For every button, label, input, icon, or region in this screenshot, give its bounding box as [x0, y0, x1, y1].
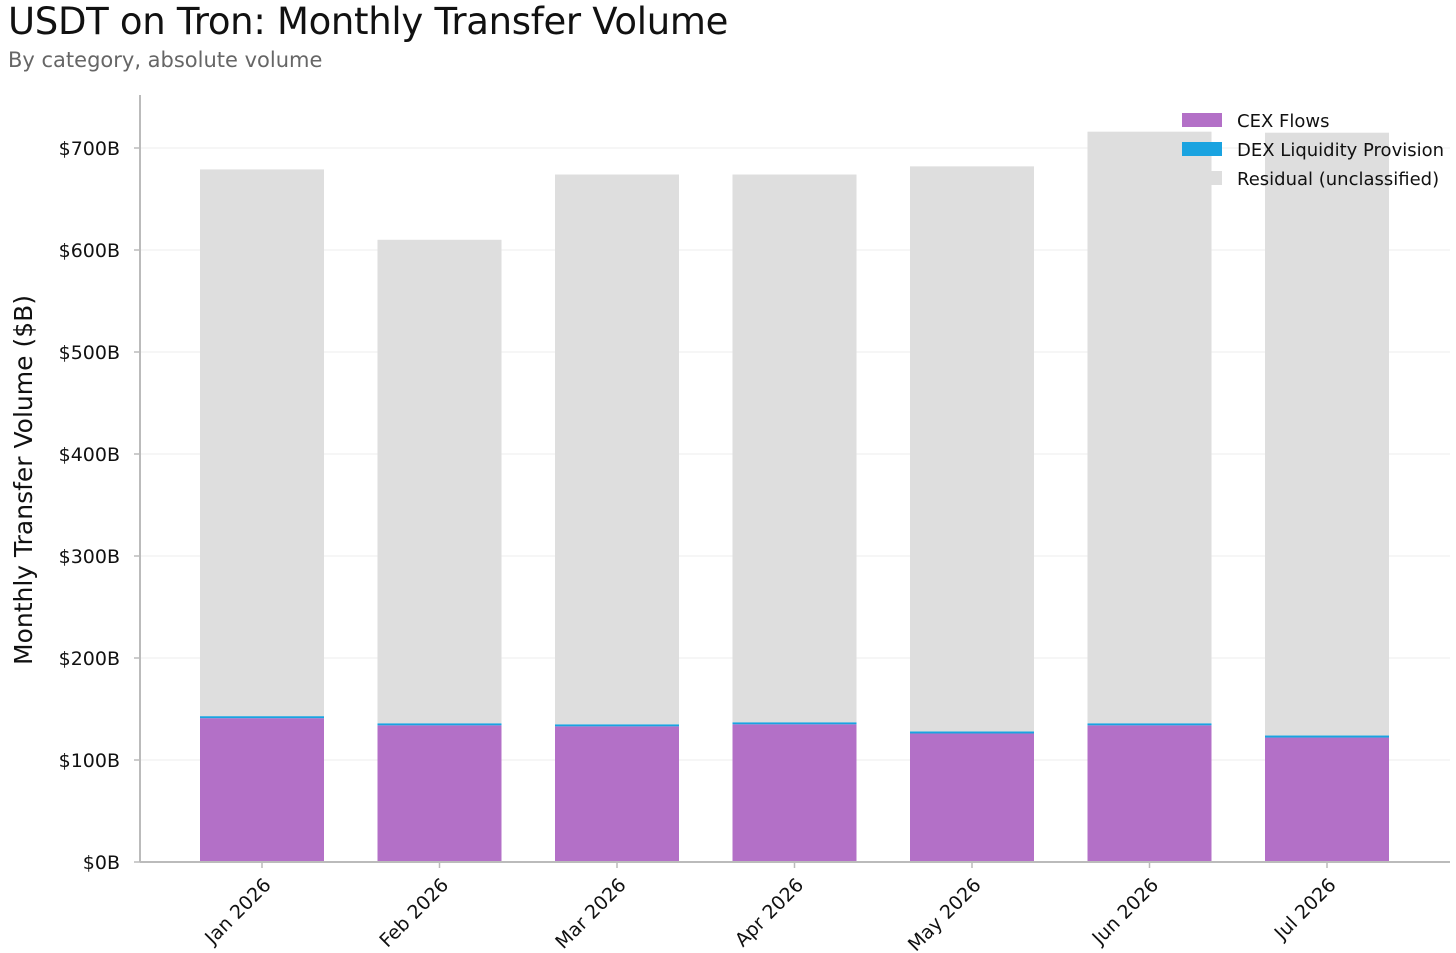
y-tick-label: $500B — [59, 342, 120, 364]
bar-segment-cex-flows — [200, 718, 324, 862]
chart-title: USDT on Tron: Monthly Transfer Volume — [8, 0, 729, 43]
legend-label: DEX Liquidity Provision — [1237, 140, 1444, 161]
legend-swatch — [1182, 113, 1222, 127]
x-tick-labels: Jan 2026 Feb 2026 Mar 2026 Apr 2026 May 2026… — [200, 862, 1341, 953]
y-tick-label: $400B — [59, 444, 120, 466]
legend-label: CEX Flows — [1237, 111, 1329, 132]
legend-item-dex-liquidity: DEX Liquidity Provision — [1182, 140, 1444, 161]
x-tick-label: May 2026 — [904, 874, 986, 953]
y-tick-label: $300B — [59, 546, 120, 568]
bar-segment-dex-liquidity — [1087, 723, 1212, 726]
x-tick-label: Feb 2026 — [375, 874, 453, 952]
bar-segment-dex-liquidity — [200, 716, 324, 719]
y-axis-label: Monthly Transfer Volume ($B) — [9, 295, 38, 665]
x-tick-label: Jul 2026 — [1270, 874, 1341, 945]
bar-segment-residual — [200, 169, 324, 717]
bar-segment-residual — [910, 166, 1034, 732]
bar-segment-residual — [377, 239, 502, 724]
legend: CEX Flows DEX Liquidity Provision Residual… — [1182, 111, 1444, 190]
legend-item-residual: Residual (unclassified) — [1182, 169, 1439, 190]
bar-segment-residual — [1087, 131, 1212, 724]
bar-segment-dex-liquidity — [555, 724, 679, 727]
y-tick-label: $200B — [59, 648, 120, 670]
bar-segment-dex-liquidity — [732, 722, 857, 725]
legend-label: Residual (unclassified) — [1237, 169, 1439, 190]
y-tick-labels: $0B $100B $200B $300B $400B $500B $600B $700B — [59, 138, 140, 874]
legend-item-cex-flows: CEX Flows — [1182, 111, 1329, 132]
bar-segment-cex-flows — [555, 726, 679, 862]
bar-segment-residual — [732, 174, 857, 723]
y-tick-label: $600B — [59, 240, 120, 262]
legend-swatch — [1182, 171, 1222, 185]
x-tick-label: Apr 2026 — [731, 874, 808, 951]
chart-subtitle: By category, absolute volume — [8, 48, 323, 72]
bar-segment-dex-liquidity — [377, 723, 502, 726]
x-tick-label: Jun 2026 — [1087, 874, 1163, 950]
bar-segment-cex-flows — [1265, 737, 1389, 862]
bar-segment-cex-flows — [732, 724, 857, 862]
x-tick-label: Mar 2026 — [551, 874, 630, 953]
bar-segment-dex-liquidity — [1265, 735, 1389, 738]
bar-segment-cex-flows — [910, 733, 1034, 862]
bar-segment-residual — [1265, 132, 1389, 736]
bar-segment-cex-flows — [1087, 725, 1212, 862]
y-tick-label: $0B — [83, 852, 120, 874]
bar-segment-cex-flows — [377, 725, 502, 862]
x-tick-label: Jan 2026 — [200, 874, 275, 949]
bar-segment-dex-liquidity — [910, 731, 1034, 734]
y-tick-label: $700B — [59, 138, 120, 160]
bar-segment-residual — [555, 174, 679, 725]
bars — [200, 131, 1389, 862]
legend-swatch — [1182, 142, 1222, 156]
y-tick-label: $100B — [59, 750, 120, 772]
